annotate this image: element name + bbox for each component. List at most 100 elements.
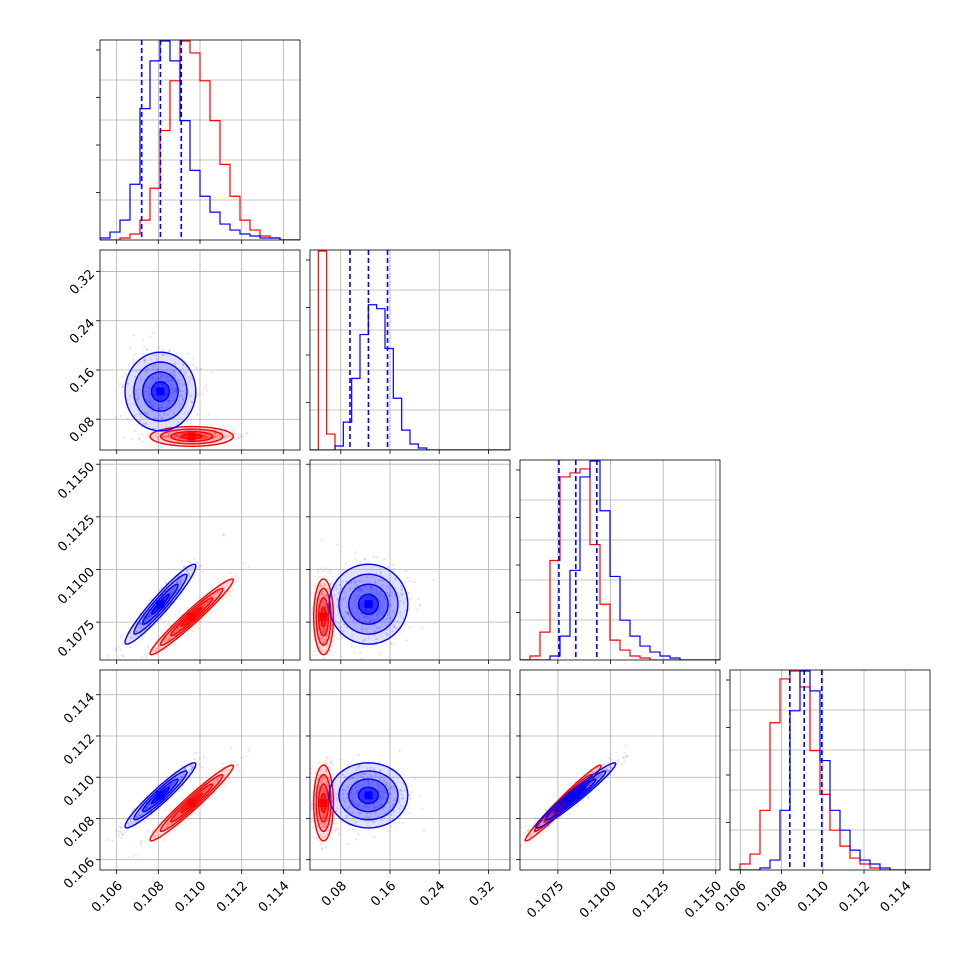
scatter-point [321, 814, 324, 817]
scatter-point [145, 806, 148, 810]
scatter-point [315, 837, 318, 840]
scatter-point [363, 558, 367, 561]
scatter-point [206, 435, 209, 438]
scatter-point [130, 817, 133, 820]
scatter-point [163, 838, 166, 841]
scatter-point [615, 751, 618, 754]
scatter-point [597, 775, 600, 778]
scatter-point [310, 767, 313, 770]
scatter-point [543, 826, 546, 829]
histogram-panel-1-1 [306, 249, 511, 454]
scatter-point [332, 826, 335, 829]
scatter-point [310, 805, 313, 808]
scatter-point [608, 765, 611, 768]
scatter-point [213, 434, 216, 437]
scatter-point [374, 637, 377, 640]
scatter-point [358, 587, 361, 590]
scatter-point [352, 802, 355, 805]
scatter-point [359, 784, 362, 787]
scatter-point [223, 578, 227, 581]
scatter-point [146, 413, 149, 416]
scatter-point [520, 844, 523, 847]
scatter-point [344, 611, 347, 614]
scatter-point [378, 790, 381, 793]
scatter-point [323, 826, 326, 829]
scatter-point [325, 769, 328, 772]
scatter-point [215, 778, 218, 781]
scatter-point [190, 400, 194, 403]
scatter-point [324, 566, 327, 570]
scatter-point [559, 806, 562, 809]
scatter-point [606, 768, 609, 771]
scatter-point [386, 633, 389, 637]
scatter-point [182, 363, 185, 366]
scatter-point [374, 580, 377, 583]
scatter-point [157, 644, 160, 647]
scatter-point [369, 585, 372, 588]
scatter-point [372, 588, 375, 592]
scatter-point [152, 375, 155, 378]
scatter-point [403, 623, 406, 626]
scatter-point [158, 405, 161, 409]
scatter-point [155, 357, 158, 360]
scatter-point [407, 591, 410, 594]
scatter-point [382, 806, 385, 809]
scatter-point [345, 580, 348, 583]
scatter-point [212, 436, 215, 439]
scatter-point [165, 406, 168, 409]
scatter-point [378, 803, 381, 806]
scatter-point [173, 435, 176, 438]
scatter-point [339, 626, 342, 629]
scatter-point [558, 816, 561, 819]
scatter-point [352, 811, 355, 814]
scatter-point [599, 775, 602, 778]
scatter-point [378, 611, 381, 614]
scatter-point [211, 424, 214, 427]
scatter-point [394, 822, 397, 825]
scatter-point [392, 798, 395, 801]
y-tick-label: 0.112 [61, 731, 98, 768]
scatter-point [157, 368, 160, 371]
scatter-point [322, 627, 325, 630]
scatter-point [354, 551, 357, 554]
scatter-point [341, 789, 344, 792]
scatter-point [398, 807, 401, 810]
scatter-point [179, 584, 182, 587]
scatter-point [204, 789, 207, 792]
scatter-point [359, 612, 362, 615]
scatter-point [398, 801, 401, 804]
scatter-point [220, 431, 223, 434]
scatter-point [529, 834, 532, 837]
scatter-point [312, 816, 315, 819]
scatter-point [408, 794, 411, 797]
scatter-point [385, 624, 388, 628]
scatter-point [621, 763, 624, 766]
scatter-point [319, 843, 322, 846]
scatter-point [626, 755, 629, 759]
scatter-point [321, 822, 324, 825]
scatter-point [399, 615, 402, 618]
scatter-point [177, 435, 180, 438]
scatter-point [162, 401, 165, 405]
scatter-point [320, 789, 323, 792]
scatter-point [398, 799, 401, 802]
scatter-point [370, 589, 373, 592]
scatter-point [623, 751, 627, 755]
scatter-point [133, 334, 136, 337]
scatter-point [385, 783, 388, 786]
scatter-point [531, 832, 534, 835]
scatter-point [175, 389, 178, 392]
scatter-point [187, 392, 190, 395]
scatter-point [358, 589, 361, 592]
scatter-point [173, 781, 176, 784]
scatter-point [365, 628, 368, 631]
scatter-point [400, 592, 403, 595]
y-tick-label: 0.108 [61, 814, 98, 851]
scatter-point [153, 649, 156, 652]
scatter-point [183, 412, 186, 415]
scatter-point [398, 596, 401, 599]
scatter-point [322, 641, 325, 644]
scatter-point [419, 605, 422, 608]
scatter-point [553, 811, 556, 814]
